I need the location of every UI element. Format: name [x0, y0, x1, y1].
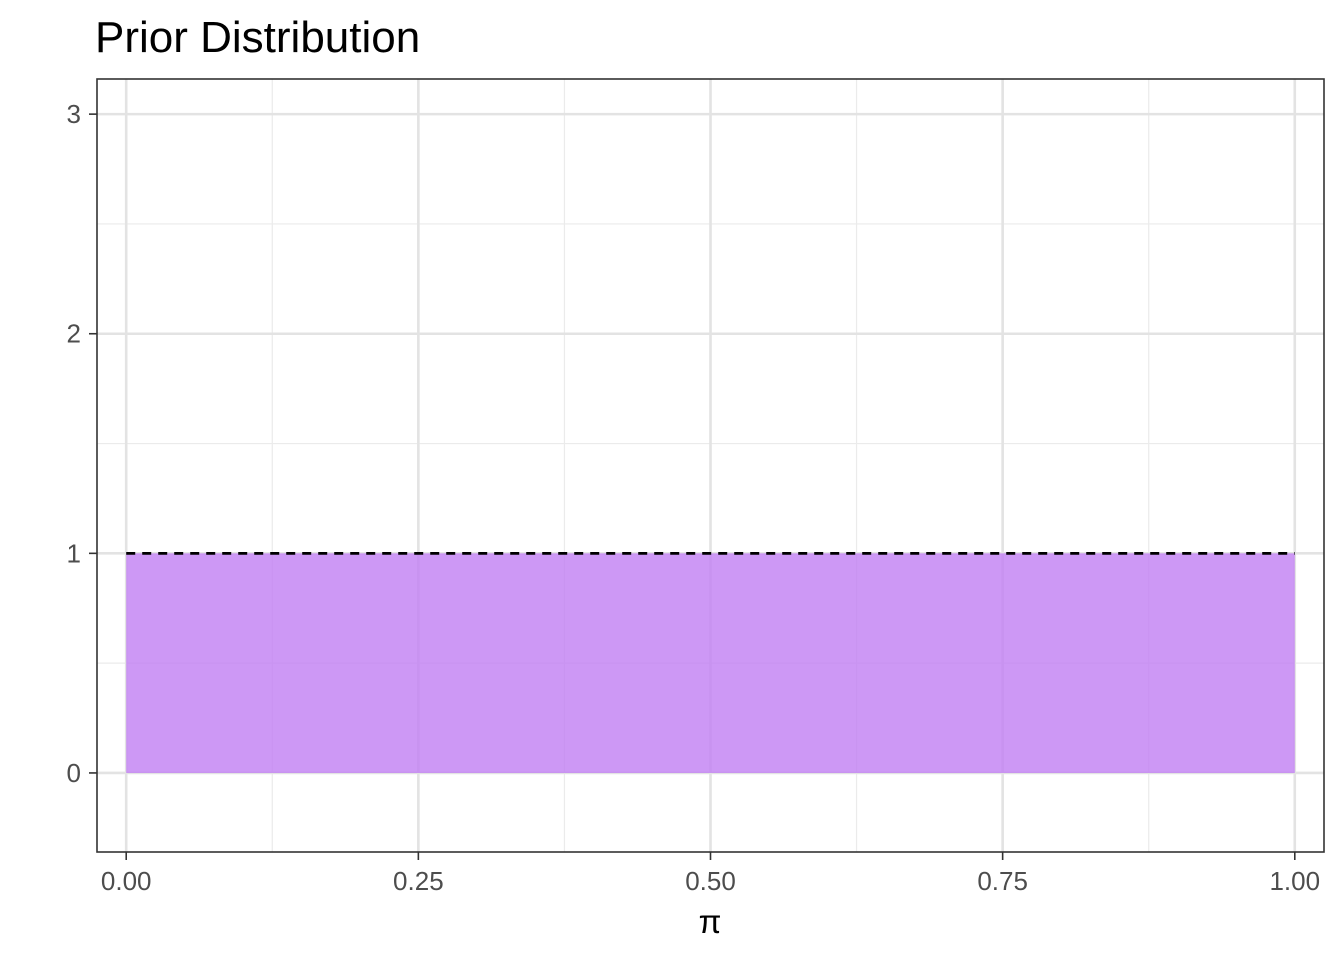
x-tick-label: 0.25: [393, 866, 444, 896]
y-tick-label: 3: [67, 99, 81, 129]
density-area: [126, 553, 1295, 773]
y-tick-label: 1: [67, 538, 81, 568]
x-tick-label: 1.00: [1269, 866, 1320, 896]
chart-title: Prior Distribution: [95, 13, 420, 62]
x-axis-title: π: [699, 903, 722, 940]
y-axis: 0 1 2 3: [67, 99, 97, 788]
x-tick-label: 0.75: [977, 866, 1028, 896]
x-tick-label: 0.00: [101, 866, 152, 896]
x-tick-label: 0.50: [685, 866, 736, 896]
density-series: [126, 551, 1295, 773]
y-tick-label: 0: [67, 758, 81, 788]
y-tick-label: 2: [67, 319, 81, 349]
x-axis: 0.00 0.25 0.50 0.75 1.00: [101, 852, 1320, 896]
